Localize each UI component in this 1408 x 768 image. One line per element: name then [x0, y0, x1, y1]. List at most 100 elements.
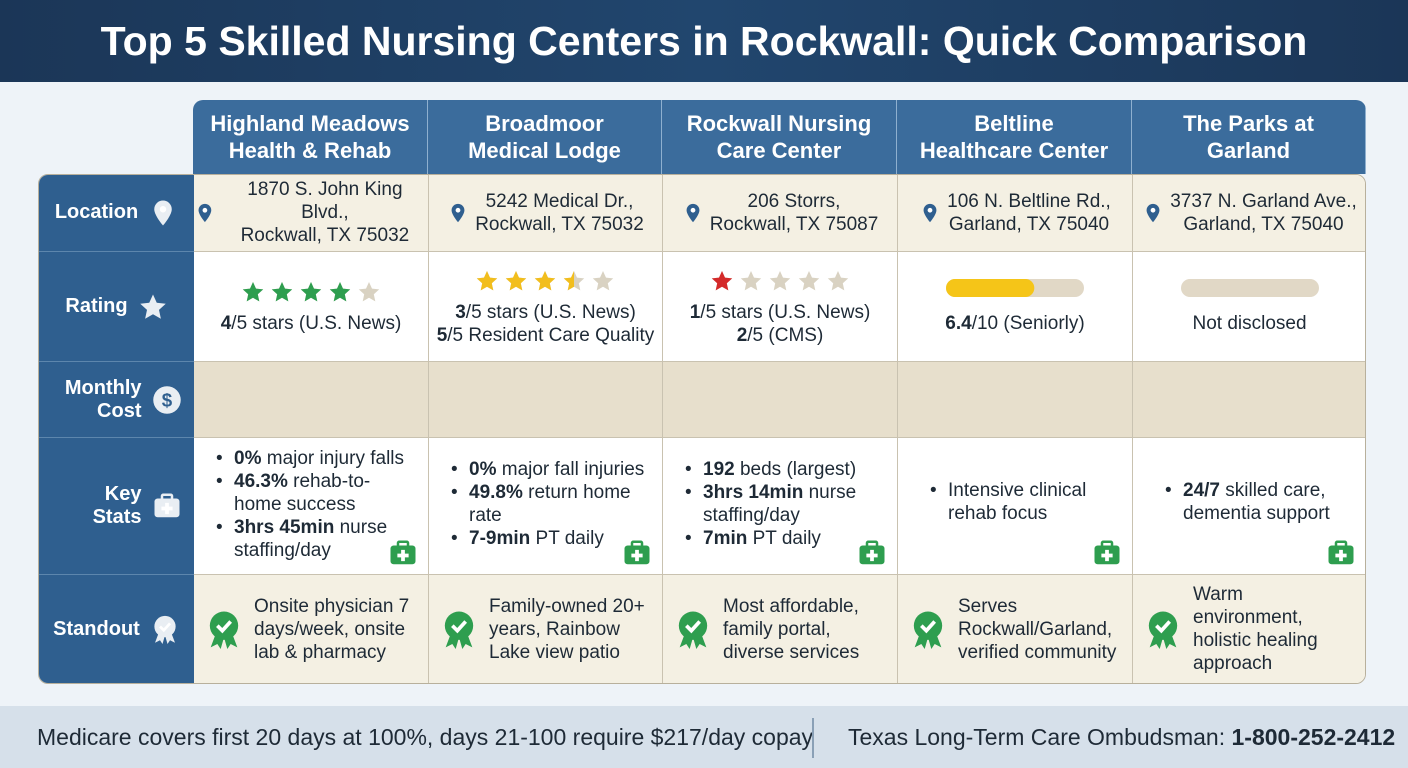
rating-line-text: /5 stars (U.S. News) — [700, 301, 871, 323]
rating-line-text: /5 (CMS) — [747, 324, 824, 346]
star-icon — [139, 294, 166, 319]
rating-cell: 3/5 stars (U.S. News) 5/5 Resident Care Q… — [429, 252, 663, 362]
key-stat: 24/7 skilled care, dementia support — [1165, 479, 1346, 525]
star-rating — [476, 270, 614, 290]
rating-cell: 4/5 stars (U.S. News) — [194, 252, 429, 362]
pin-icon — [451, 203, 465, 222]
location-line: Rockwall, TX 75032 — [475, 213, 644, 235]
rating-line-text: /5 Resident Care Quality — [447, 324, 655, 346]
rating-line-text: /5 stars (U.S. News) — [231, 313, 402, 334]
key-stat: 192 beds (largest) — [685, 458, 883, 481]
key-stats-list: 192 beds (largest)3hrs 14min nurse staff… — [663, 458, 897, 550]
header-line: Rockwall Nursing — [686, 111, 872, 136]
rating-line-bold: 1 — [689, 301, 701, 323]
column-header: Rockwall Nursing Care Center — [662, 100, 897, 174]
location-line: Rockwall, TX 75087 — [709, 213, 879, 235]
kit-icon — [390, 540, 416, 565]
star-filled — [271, 282, 292, 302]
location-line: 3737 N. Garland Ave., — [1170, 190, 1357, 212]
key-stat-bold: 46.3% — [234, 470, 288, 492]
cost-cell — [194, 362, 429, 438]
rating-cell: Not disclosed — [1133, 252, 1365, 362]
row-label: Standout — [39, 575, 194, 683]
location-line: 1870 S. John King Blvd., — [247, 179, 403, 223]
pin-icon — [198, 203, 212, 222]
ombudsman-phone: 1-800-252-2412 — [1231, 723, 1396, 750]
column-header: Highland Meadows Health & Rehab — [193, 100, 428, 174]
key-stat-text: rehab-to-home success — [234, 470, 371, 515]
star-filled — [534, 270, 556, 290]
header-line: Highland Meadows — [210, 111, 410, 136]
pin-icon — [686, 203, 700, 222]
key-stat: 3hrs 45min nurse staffing/day — [216, 516, 414, 562]
star-filled — [300, 282, 321, 302]
rating-line: 5/5 Resident Care Quality — [437, 324, 655, 347]
row-label: Monthly Cost $ — [39, 362, 194, 438]
title: Top 5 Skilled Nursing Centers in Rockwal… — [100, 17, 1308, 64]
key-stat-text: return home rate — [469, 482, 631, 526]
key-stat: 0% major injury falls — [216, 447, 414, 470]
badge-icon — [678, 611, 708, 649]
badge-icon — [1148, 611, 1178, 649]
header-line: Care Center — [716, 138, 842, 163]
key-stats-list: 0% major injury falls46.3% rehab-to-home… — [194, 447, 428, 562]
column-header: The Parks at Garland — [1132, 100, 1366, 174]
score-bar — [946, 279, 1084, 297]
cost-cell — [1133, 362, 1365, 438]
key-stat-text: nurse staffing/day — [703, 482, 857, 526]
comparison-table: Location Rating Monthly Cost $ Key Stats Stan… — [38, 100, 1366, 684]
pin-icon — [1146, 203, 1160, 222]
rating-line-text: /10 (Seniorly) — [971, 313, 1085, 334]
key-stat-text: PT daily — [747, 528, 821, 549]
header-line: Garland — [1206, 138, 1291, 163]
badge-icon — [154, 615, 176, 644]
title-bar: Top 5 Skilled Nursing Centers in Rockwal… — [0, 0, 1408, 82]
row-label-text: Standout — [53, 617, 140, 640]
header-line: Health & Rehab — [228, 138, 392, 163]
key-stats-list: 24/7 skilled care, dementia support — [1133, 479, 1365, 525]
key-stat-bold: 7-9min — [469, 528, 531, 549]
key-stat-text: skilled care, dementia support — [1183, 480, 1330, 524]
key-stat: Intensive clinical rehab focus — [930, 479, 1112, 525]
key-stat-text: PT daily — [530, 528, 604, 549]
key-stat-bold: 0% — [469, 459, 497, 480]
header-line: The Parks at — [1183, 111, 1314, 136]
key-stats-cell: Intensive clinical rehab focus — [898, 438, 1133, 575]
key-stats-list: 0% major fall injuries49.8% return home … — [429, 458, 662, 550]
key-stat-bold: 3hrs 45min — [234, 516, 335, 538]
rating-line-bold: 5 — [436, 324, 448, 346]
key-stat: 3hrs 14min nurse staffing/day — [685, 481, 883, 527]
rating-line-bold: 3 — [455, 301, 466, 323]
kit-icon — [859, 540, 885, 565]
rating-line-bold: 2 — [736, 324, 748, 346]
rating-line: Not disclosed — [1192, 312, 1306, 335]
location-text: 3737 N. Garland Ave., Garland, TX 75040 — [1170, 190, 1357, 236]
standout-cell: Family-owned 20+ years, Rainbow Lake vie… — [429, 575, 663, 683]
ombudsman-label: Texas Long-Term Care Ombudsman: — [848, 723, 1232, 750]
footer: Medicare covers first 20 days at 100%, d… — [0, 706, 1408, 768]
table-frame: Location Rating Monthly Cost $ Key Stats Stan… — [38, 174, 1366, 684]
key-stat-text: beds (largest) — [734, 459, 857, 480]
rating-line: 4/5 stars (U.S. News) — [221, 312, 402, 335]
star-rating — [711, 270, 848, 290]
star-filled — [711, 270, 732, 290]
row-label: Key Stats — [39, 438, 194, 575]
key-stat-text: nurse staffing/day — [234, 516, 388, 561]
header-line: Beltline — [974, 111, 1054, 136]
key-stats-list: Intensive clinical rehab focus — [898, 479, 1132, 525]
kit-icon — [1094, 540, 1120, 565]
location-text: 1870 S. John King Blvd., Rockwall, TX 750… — [222, 178, 428, 247]
rating-line: 1/5 stars (U.S. News) — [690, 301, 871, 324]
key-stat-bold: 7min — [703, 528, 748, 549]
header-line: Medical Lodge — [468, 138, 621, 163]
star-empty — [769, 270, 790, 290]
standout-text: Warm environment, holistic healing appro… — [1193, 584, 1318, 674]
key-stat: 7-9min PT daily — [451, 527, 648, 550]
badge-icon — [209, 611, 239, 649]
column-header: Beltline Healthcare Center — [897, 100, 1132, 174]
star-empty — [592, 270, 614, 290]
row-label-text: Monthly Cost — [64, 376, 142, 422]
star-empty — [740, 270, 761, 290]
pin-icon — [923, 203, 937, 222]
standout-text: Most affordable, family portal, diverse … — [723, 595, 860, 663]
